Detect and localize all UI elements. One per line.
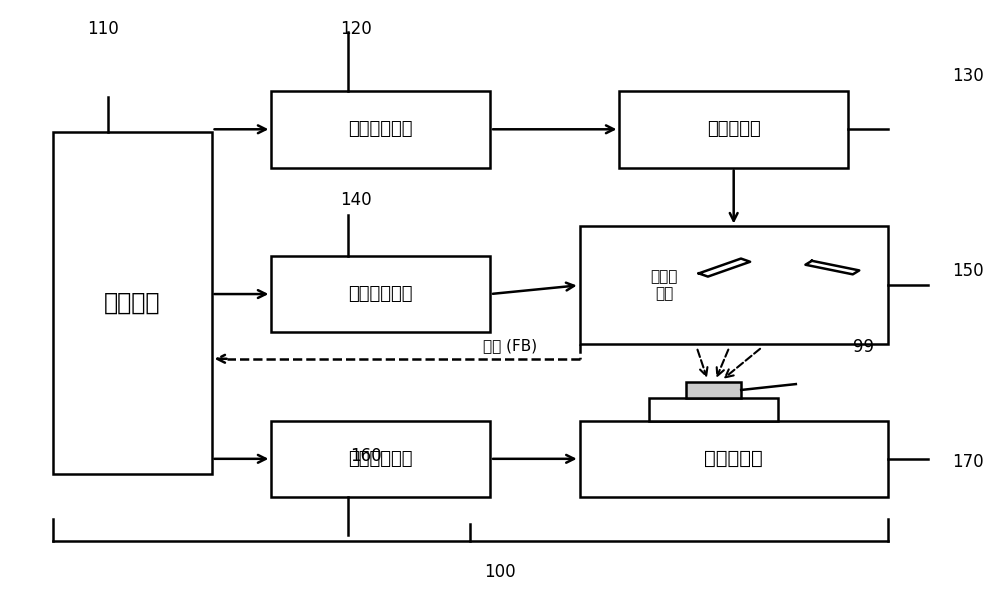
FancyBboxPatch shape — [580, 421, 888, 497]
FancyArrowPatch shape — [217, 355, 227, 363]
Text: 140: 140 — [340, 191, 372, 209]
FancyArrowPatch shape — [697, 350, 707, 376]
FancyArrowPatch shape — [717, 350, 728, 376]
FancyArrowPatch shape — [725, 349, 760, 377]
FancyArrowPatch shape — [493, 455, 574, 463]
FancyArrowPatch shape — [493, 283, 574, 294]
FancyArrowPatch shape — [214, 290, 266, 298]
Text: 扫描器
系统: 扫描器 系统 — [650, 269, 678, 301]
Text: 反馈 (FB): 反馈 (FB) — [483, 338, 537, 353]
Text: 99: 99 — [853, 338, 874, 356]
FancyBboxPatch shape — [619, 91, 848, 168]
Text: 150: 150 — [952, 261, 984, 280]
FancyBboxPatch shape — [649, 398, 778, 421]
Text: 110: 110 — [87, 20, 119, 38]
FancyBboxPatch shape — [271, 91, 490, 168]
Text: 100: 100 — [484, 563, 516, 582]
FancyBboxPatch shape — [271, 256, 490, 332]
Text: 激光器驱动器: 激光器驱动器 — [348, 121, 413, 138]
FancyArrowPatch shape — [730, 170, 738, 221]
Text: 170: 170 — [952, 453, 984, 471]
Text: 扫描器控制部: 扫描器控制部 — [348, 285, 413, 303]
FancyBboxPatch shape — [53, 132, 212, 473]
Text: 160: 160 — [350, 447, 382, 465]
Text: 工作台控制部: 工作台控制部 — [348, 450, 413, 468]
FancyArrowPatch shape — [493, 125, 614, 133]
FancyArrowPatch shape — [214, 125, 266, 133]
Text: 120: 120 — [340, 20, 372, 38]
FancyBboxPatch shape — [580, 226, 888, 344]
Text: 控制主机: 控制主机 — [104, 291, 160, 315]
Text: 工作台系统: 工作台系统 — [704, 449, 763, 468]
FancyBboxPatch shape — [271, 421, 490, 497]
Text: 激光器系统: 激光器系统 — [707, 121, 761, 138]
FancyArrowPatch shape — [214, 455, 266, 463]
FancyBboxPatch shape — [686, 382, 741, 398]
Text: 130: 130 — [952, 67, 984, 86]
